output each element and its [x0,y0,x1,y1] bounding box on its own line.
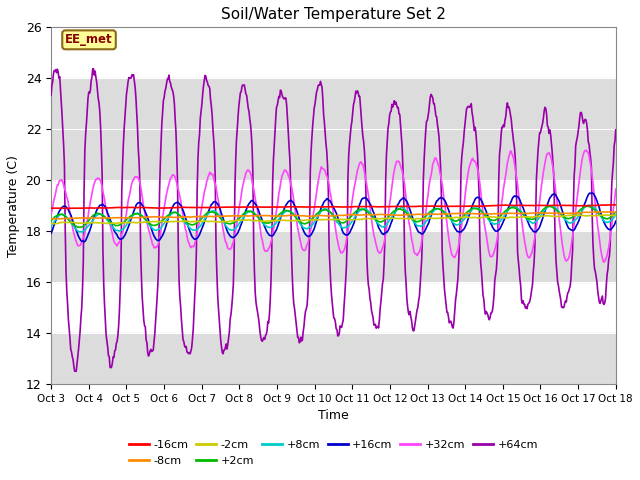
Text: EE_met: EE_met [65,33,113,47]
Bar [51,333,616,384]
Y-axis label: Temperature (C): Temperature (C) [7,155,20,257]
Bar [51,231,616,282]
Legend: -16cm, -8cm, -2cm, +2cm, +8cm, +16cm, +32cm, +64cm: -16cm, -8cm, -2cm, +2cm, +8cm, +16cm, +3… [125,436,542,470]
Title: Soil/Water Temperature Set 2: Soil/Water Temperature Set 2 [221,7,446,22]
X-axis label: Time: Time [318,409,349,422]
Bar [51,78,616,180]
